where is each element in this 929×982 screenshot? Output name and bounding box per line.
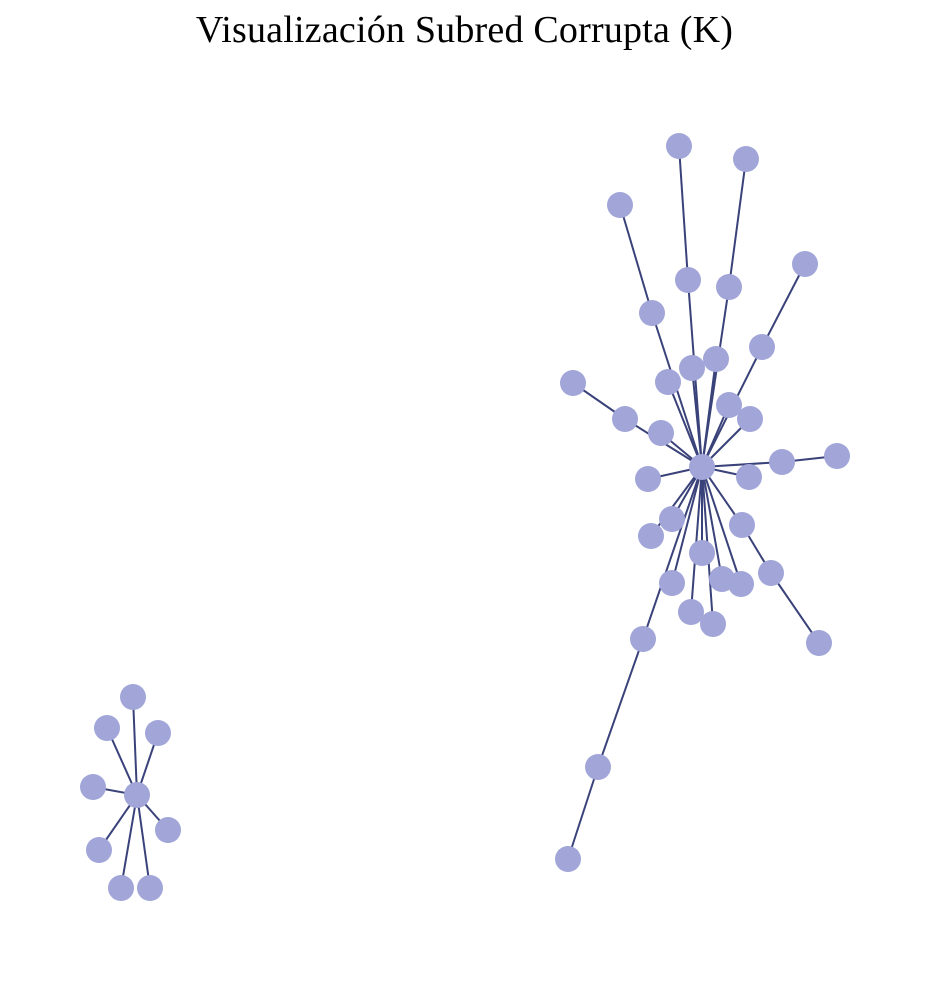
graph-edge [597, 638, 644, 768]
graph-node [700, 611, 726, 637]
graph-node [648, 420, 674, 446]
graph-node [792, 251, 818, 277]
hub-node [689, 454, 715, 480]
graph-node [145, 720, 171, 746]
graph-edge [701, 466, 742, 585]
graph-node [585, 754, 611, 780]
graph-node [630, 626, 656, 652]
graph-node [769, 449, 795, 475]
graph-node [80, 774, 106, 800]
graph-edge [701, 466, 723, 580]
graph-node [120, 684, 146, 710]
graph-node [655, 369, 681, 395]
graph-edge [642, 466, 703, 640]
graph-node [737, 406, 763, 432]
graph-node [678, 599, 704, 625]
graph-node [638, 523, 664, 549]
graph-edge [701, 358, 717, 468]
graph-node [555, 846, 581, 872]
graph-node [749, 334, 775, 360]
graph-node [729, 512, 755, 538]
graph-edge [728, 158, 747, 288]
graph-node [679, 355, 705, 381]
graph-node [86, 837, 112, 863]
graph-node [659, 570, 685, 596]
graph-node [689, 540, 715, 566]
graph-edge [701, 461, 783, 468]
graph-node [108, 875, 134, 901]
hub-node [124, 782, 150, 808]
graph-edge [761, 263, 806, 348]
graph-node [806, 630, 832, 656]
graph-edge [770, 572, 820, 644]
graph-edge [671, 466, 703, 584]
graph-node [736, 464, 762, 490]
graph-edge [678, 145, 689, 281]
graph-node [666, 133, 692, 159]
graph-node [560, 370, 586, 396]
graph-node [824, 443, 850, 469]
graph-edge [650, 466, 703, 537]
graph-node [94, 715, 120, 741]
graph-node [716, 274, 742, 300]
graph-edge [136, 794, 151, 889]
graph-node [635, 466, 661, 492]
graph-node [612, 406, 638, 432]
graph-node [716, 392, 742, 418]
graph-edge [567, 766, 599, 860]
graph-node [607, 192, 633, 218]
graph-node [137, 875, 163, 901]
graph-edge [667, 381, 703, 468]
graph-node [758, 560, 784, 586]
graph-edge [120, 794, 138, 889]
graph-node [703, 346, 729, 372]
graph-node [728, 571, 754, 597]
graph-node [639, 300, 665, 326]
graph-edge [690, 466, 703, 613]
graph-node [155, 817, 181, 843]
graph-node [733, 146, 759, 172]
graph-node [675, 267, 701, 293]
graph-edge [619, 204, 653, 314]
graph-title: Visualización Subred Corrupta (K) [195, 9, 734, 51]
graph-edge [132, 696, 138, 796]
node-layer [80, 133, 850, 901]
graph-node [659, 506, 685, 532]
graph-edge [691, 367, 703, 468]
edge-layer [92, 145, 838, 889]
